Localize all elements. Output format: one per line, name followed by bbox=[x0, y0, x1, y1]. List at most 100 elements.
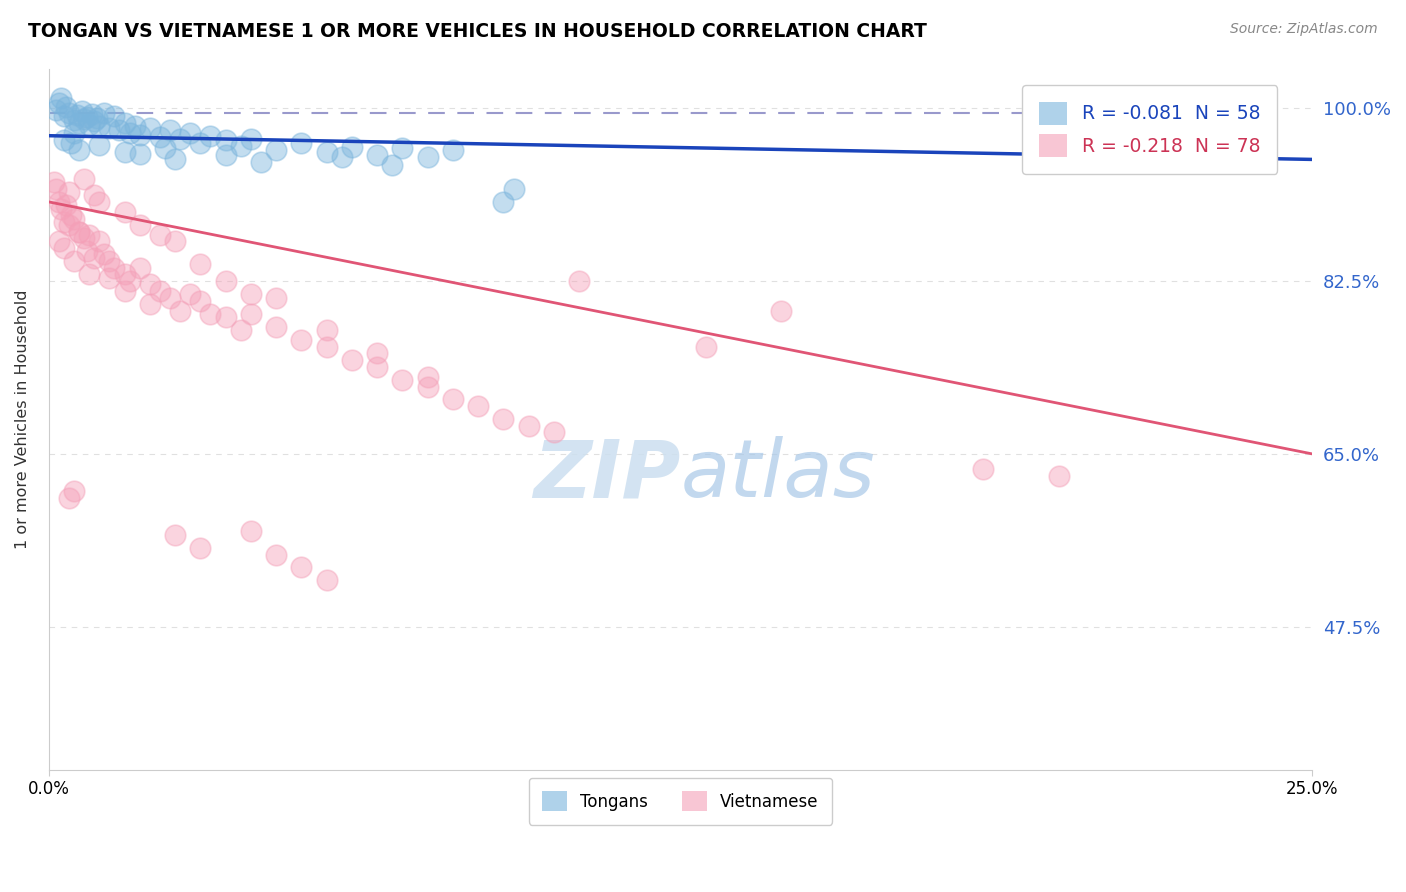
Point bbox=[73, 231, 96, 245]
Point bbox=[366, 148, 388, 162]
Point bbox=[416, 151, 439, 165]
Point bbox=[467, 400, 489, 414]
Point bbox=[179, 126, 201, 140]
Point bbox=[492, 194, 515, 209]
Point bbox=[51, 202, 73, 216]
Point bbox=[239, 307, 262, 321]
Point bbox=[214, 274, 236, 288]
Text: ZIP: ZIP bbox=[533, 436, 681, 515]
Point bbox=[58, 491, 80, 506]
Point bbox=[108, 122, 131, 136]
Point bbox=[63, 254, 86, 268]
Point bbox=[330, 151, 353, 165]
Point bbox=[264, 143, 287, 157]
Point bbox=[315, 145, 337, 160]
Point bbox=[63, 112, 86, 127]
Point bbox=[391, 140, 413, 154]
Point bbox=[83, 251, 105, 265]
Point bbox=[42, 175, 65, 189]
Text: Source: ZipAtlas.com: Source: ZipAtlas.com bbox=[1230, 22, 1378, 37]
Point bbox=[169, 303, 191, 318]
Point bbox=[98, 271, 121, 285]
Point bbox=[568, 274, 591, 288]
Point bbox=[264, 320, 287, 334]
Point bbox=[52, 109, 75, 123]
Point bbox=[45, 103, 67, 117]
Point bbox=[98, 254, 121, 268]
Point bbox=[114, 116, 136, 130]
Point bbox=[770, 303, 793, 318]
Point bbox=[517, 419, 540, 434]
Point bbox=[695, 340, 717, 354]
Point bbox=[229, 323, 252, 337]
Point bbox=[139, 296, 162, 310]
Point bbox=[58, 218, 80, 232]
Point bbox=[60, 136, 83, 150]
Point bbox=[65, 108, 87, 122]
Point bbox=[45, 182, 67, 196]
Point bbox=[229, 138, 252, 153]
Point bbox=[55, 100, 77, 114]
Point bbox=[188, 257, 211, 271]
Point bbox=[200, 128, 222, 143]
Point bbox=[63, 126, 86, 140]
Point bbox=[165, 235, 187, 249]
Text: TONGAN VS VIETNAMESE 1 OR MORE VEHICLES IN HOUSEHOLD CORRELATION CHART: TONGAN VS VIETNAMESE 1 OR MORE VEHICLES … bbox=[28, 22, 927, 41]
Point bbox=[76, 110, 98, 124]
Point bbox=[118, 274, 141, 288]
Point bbox=[114, 284, 136, 298]
Point bbox=[118, 126, 141, 140]
Point bbox=[89, 119, 111, 133]
Point bbox=[58, 185, 80, 199]
Point bbox=[73, 112, 96, 126]
Point bbox=[391, 373, 413, 387]
Point bbox=[114, 267, 136, 281]
Point bbox=[416, 379, 439, 393]
Point bbox=[159, 122, 181, 136]
Point bbox=[124, 119, 146, 133]
Point bbox=[315, 340, 337, 354]
Point bbox=[315, 574, 337, 588]
Point bbox=[89, 235, 111, 249]
Point bbox=[60, 208, 83, 222]
Point bbox=[159, 291, 181, 305]
Point bbox=[77, 118, 100, 132]
Point bbox=[340, 139, 363, 153]
Point bbox=[200, 307, 222, 321]
Point bbox=[169, 131, 191, 145]
Point bbox=[165, 528, 187, 542]
Point bbox=[264, 291, 287, 305]
Point bbox=[52, 214, 75, 228]
Point bbox=[214, 310, 236, 325]
Point bbox=[381, 158, 404, 172]
Point bbox=[366, 346, 388, 360]
Point bbox=[77, 267, 100, 281]
Point bbox=[972, 461, 994, 475]
Point bbox=[264, 548, 287, 562]
Point bbox=[188, 293, 211, 308]
Point bbox=[51, 91, 73, 105]
Point bbox=[179, 286, 201, 301]
Point bbox=[290, 136, 312, 150]
Point bbox=[188, 541, 211, 555]
Text: atlas: atlas bbox=[681, 436, 875, 515]
Point bbox=[52, 133, 75, 147]
Point bbox=[290, 333, 312, 347]
Legend: Tongans, Vietnamese: Tongans, Vietnamese bbox=[529, 778, 832, 825]
Point bbox=[55, 198, 77, 212]
Point bbox=[153, 140, 176, 154]
Point bbox=[340, 353, 363, 368]
Point bbox=[52, 241, 75, 255]
Y-axis label: 1 or more Vehicles in Household: 1 or more Vehicles in Household bbox=[15, 290, 30, 549]
Point bbox=[76, 244, 98, 259]
Point bbox=[502, 182, 524, 196]
Point bbox=[58, 106, 80, 120]
Point bbox=[441, 143, 464, 157]
Point bbox=[128, 147, 150, 161]
Point bbox=[149, 227, 172, 242]
Point bbox=[492, 412, 515, 426]
Point bbox=[315, 323, 337, 337]
Point bbox=[214, 133, 236, 147]
Point bbox=[93, 106, 115, 120]
Point bbox=[83, 114, 105, 128]
